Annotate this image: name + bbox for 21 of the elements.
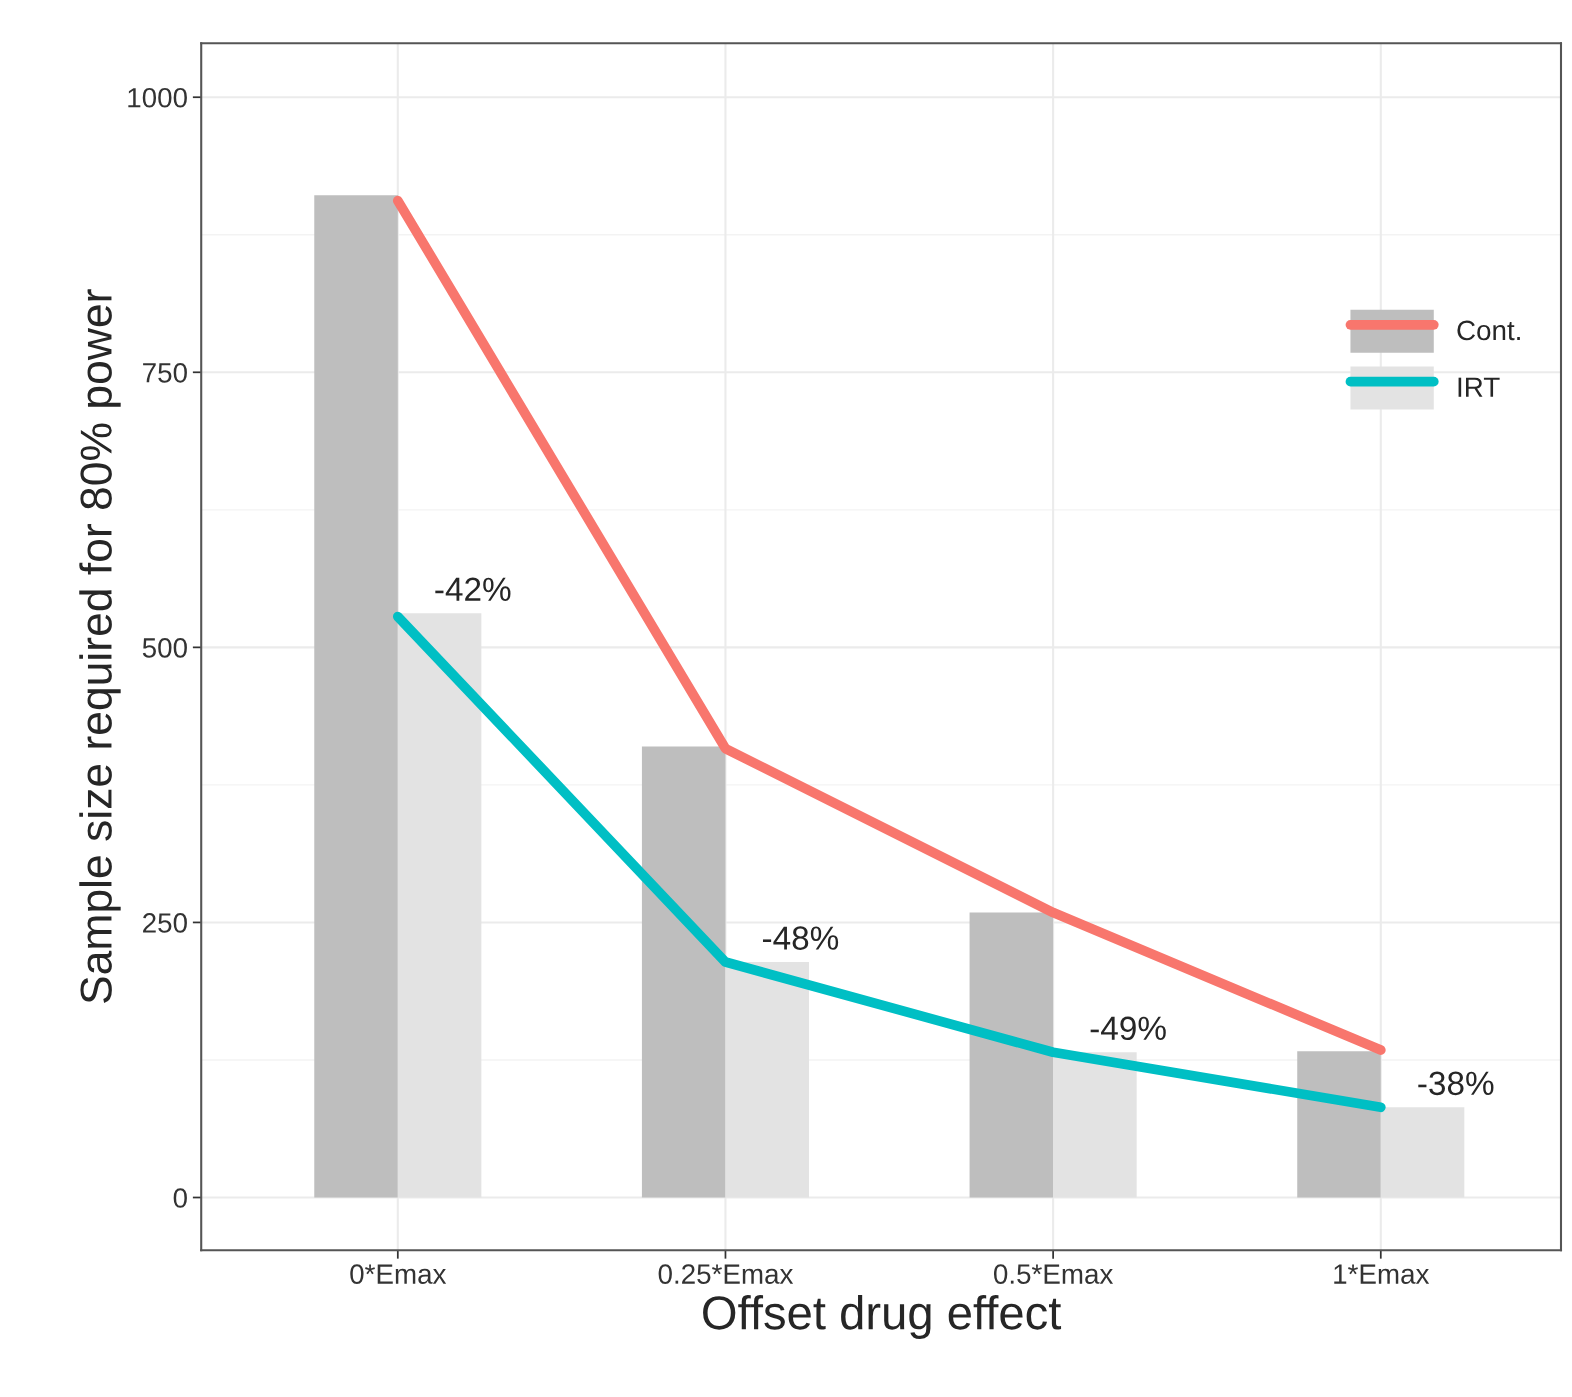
- y-tick-label: 750: [143, 362, 187, 383]
- x-tick-label: 0.5*Emax: [994, 1264, 1114, 1284]
- bar: [1297, 1051, 1381, 1198]
- y-tick-label: 1000: [128, 87, 187, 108]
- y-tick-label: 500: [142, 638, 187, 658]
- annotation: -49%: [1090, 1016, 1166, 1041]
- x-tick-label: 0.25*Emax: [658, 1264, 794, 1284]
- bar: [641, 746, 726, 1198]
- annotation: -38%: [1418, 1071, 1494, 1096]
- legend-label: Cont.: [1457, 320, 1520, 341]
- x-tick-label: 1*Emax: [1334, 1264, 1430, 1284]
- x-axis-title: Offset drug effect: [703, 1294, 1062, 1339]
- y-tick-label: 250: [143, 913, 187, 933]
- annotation: -42%: [435, 577, 511, 601]
- annotation: -48%: [762, 926, 839, 950]
- bar: [314, 195, 398, 1198]
- bar: [969, 912, 1054, 1198]
- y-axis-title: Sample size required for 80% power: [79, 289, 121, 1003]
- y-tick-label: 0: [173, 1188, 187, 1208]
- legend-label: IRT: [1458, 377, 1500, 397]
- x-tick-label: 0*Emax: [350, 1264, 447, 1284]
